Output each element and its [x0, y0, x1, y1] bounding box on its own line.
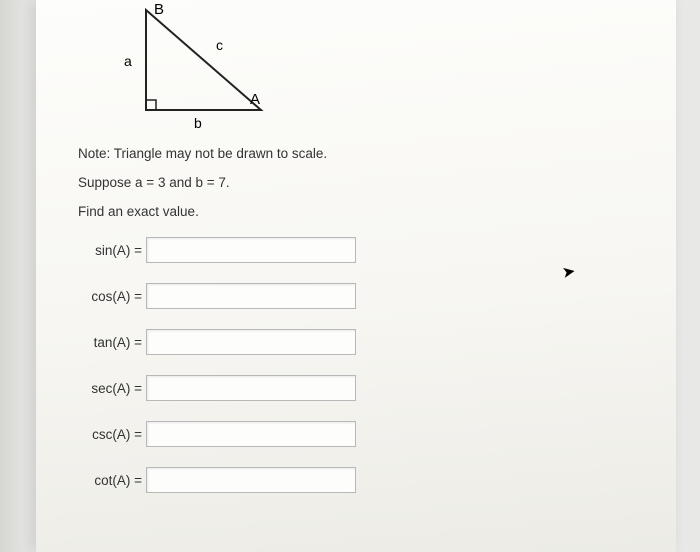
label-sec: sec(A) =	[78, 381, 146, 396]
worksheet-page: B A a b c Note: Triangle may not be draw…	[36, 0, 676, 552]
input-cot[interactable]	[146, 467, 356, 493]
given-values: Suppose a = 3 and b = 7.	[78, 175, 634, 190]
answer-row-cos: cos(A) =	[78, 283, 634, 309]
input-csc[interactable]	[146, 421, 356, 447]
label-cos: cos(A) =	[78, 289, 146, 304]
input-cos[interactable]	[146, 283, 356, 309]
right-angle-marker	[146, 100, 156, 110]
input-sec[interactable]	[146, 375, 356, 401]
answer-row-cot: cot(A) =	[78, 467, 634, 493]
answer-row-csc: csc(A) =	[78, 421, 634, 447]
scale-note: Note: Triangle may not be drawn to scale…	[78, 146, 634, 161]
vertex-label-A: A	[250, 91, 260, 108]
label-csc: csc(A) =	[78, 427, 146, 442]
label-sin: sin(A) =	[78, 243, 146, 258]
answer-row-sin: sin(A) =	[78, 237, 634, 263]
label-tan: tan(A) =	[78, 335, 146, 350]
vertex-label-B: B	[154, 1, 164, 18]
label-cot: cot(A) =	[78, 473, 146, 488]
side-label-a: a	[124, 53, 132, 69]
side-label-b: b	[194, 115, 202, 131]
input-tan[interactable]	[146, 329, 356, 355]
page-edge-shadow	[0, 0, 36, 552]
side-label-c: c	[216, 37, 223, 53]
input-sin[interactable]	[146, 237, 356, 263]
triangle-shape	[146, 10, 261, 110]
triangle-diagram: B A a b c	[106, 0, 306, 140]
triangle-svg: B A a b c	[106, 0, 306, 140]
answer-row-tan: tan(A) =	[78, 329, 634, 355]
instruction-text: Find an exact value.	[78, 204, 634, 219]
answer-row-sec: sec(A) =	[78, 375, 634, 401]
